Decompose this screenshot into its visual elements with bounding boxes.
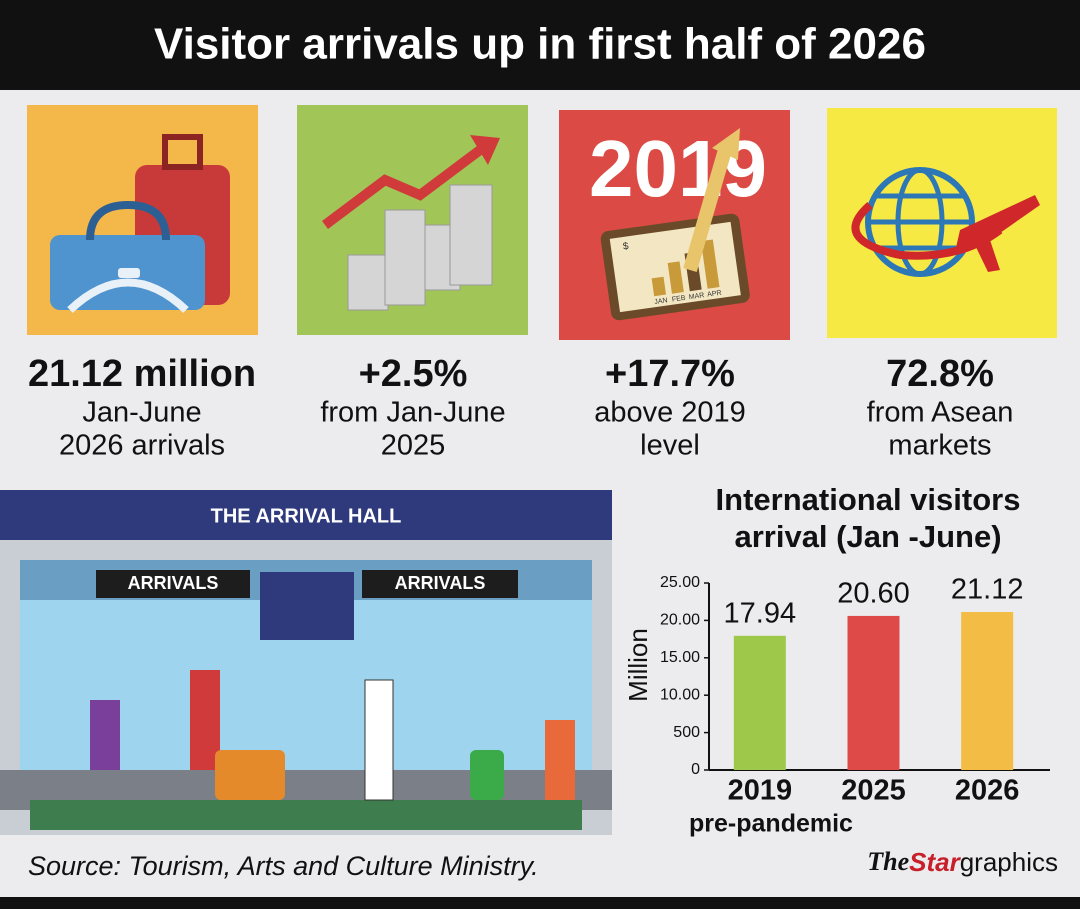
logo-graphics: graphics	[960, 847, 1058, 877]
hall-sign: THE ARRIVAL HALL	[211, 505, 402, 527]
logo-star: Star	[909, 847, 961, 877]
title: Visitor arrivals up in first half of 202…	[154, 20, 926, 69]
chart-title: International visitors arrival (Jan -June…	[716, 482, 1021, 554]
stat-value: +2.5%	[359, 353, 468, 395]
y-tick-label: 500	[673, 724, 700, 741]
arrivals-sign: ARRIVALS	[128, 573, 219, 593]
logo: TheStargraphics	[867, 847, 1058, 877]
year-tile: 2019 $ JAN FEB MAR APR	[559, 110, 790, 340]
category-note: pre-pandemic	[689, 810, 853, 838]
stat-text: markets	[888, 430, 991, 462]
stat-text: 2025	[381, 430, 446, 462]
big-year: 2019	[589, 124, 767, 213]
stat-text: above 2019	[594, 397, 746, 429]
bar	[733, 635, 786, 770]
value-label: 17.94	[724, 597, 797, 629]
source: Source: Tourism, Arts and Culture Minist…	[28, 851, 539, 881]
stat-value: +17.7%	[605, 353, 735, 395]
stat-text: from Asean	[867, 397, 1014, 429]
stat-text: level	[640, 430, 700, 462]
y-tick-label: 15.00	[660, 649, 700, 666]
arrivals-sign: ARRIVALS	[395, 573, 486, 593]
stat-value: 72.8%	[886, 353, 994, 395]
stat-text: 2026 arrivals	[59, 430, 225, 462]
month: JAN	[654, 297, 668, 306]
x-tick-label: 2019	[728, 775, 793, 807]
y-axis-label: Million	[623, 628, 653, 702]
stat-text: Jan-June	[82, 397, 201, 429]
x-tick-label: 2026	[955, 775, 1020, 807]
growth-tile	[297, 105, 528, 335]
globe-tile	[827, 108, 1057, 338]
month: FEB	[672, 295, 687, 304]
luggage-tile	[27, 105, 258, 335]
y-tick-label: 10.00	[660, 686, 700, 703]
bar	[961, 612, 1014, 770]
month: APR	[707, 290, 722, 299]
logo-the: The	[867, 847, 909, 876]
stat-value: 21.12 million	[28, 353, 256, 395]
header-bar	[0, 0, 1080, 90]
bar	[847, 615, 900, 770]
y-tick-label: 20.00	[660, 612, 700, 629]
stat-text: from Jan-June	[320, 397, 505, 429]
x-tick-label: 2025	[841, 775, 906, 807]
y-tick-label: 25.00	[660, 574, 700, 591]
y-tick-label: 0	[691, 761, 700, 778]
footer-bar	[0, 897, 1080, 909]
value-label: 20.60	[837, 578, 910, 610]
month: MAR	[688, 292, 704, 301]
currency: $	[622, 241, 629, 253]
arrival-hall: THE ARRIVAL HALL ARRIVALS ARRIVALS	[0, 490, 612, 835]
value-label: 21.12	[951, 574, 1024, 606]
